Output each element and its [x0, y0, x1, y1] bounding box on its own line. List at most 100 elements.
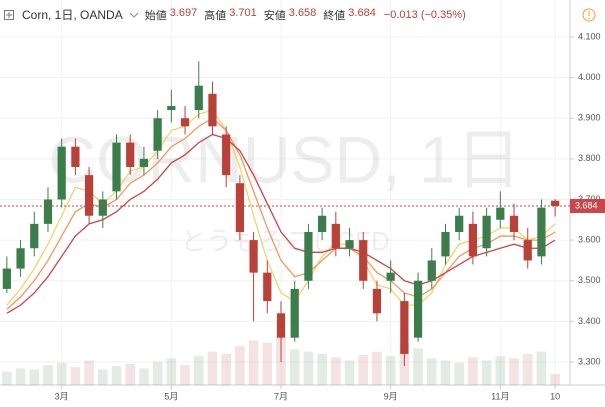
volume-bar	[344, 360, 355, 385]
volume-bar	[317, 353, 327, 385]
candle-body	[400, 301, 409, 354]
volume-bar	[152, 361, 163, 385]
candle-body	[496, 207, 505, 220]
volume-bar	[2, 371, 12, 385]
candle-body	[112, 142, 121, 192]
volume-bar	[358, 355, 369, 385]
candle-body	[331, 223, 340, 249]
volume-bar	[385, 356, 396, 385]
x-tick-label: 3月	[55, 391, 69, 401]
volume-bar	[372, 351, 382, 385]
candle-body	[482, 215, 491, 249]
candle-body	[537, 207, 546, 257]
candle-body	[427, 260, 436, 281]
volume-bar	[15, 368, 26, 385]
volume-bar	[139, 368, 149, 385]
ma-line	[6, 117, 556, 310]
dropdown-icon[interactable]	[127, 10, 141, 20]
volume-bar	[522, 353, 533, 385]
candle-body	[208, 93, 217, 127]
volume-bar	[166, 358, 177, 385]
candle-body	[167, 106, 176, 111]
candle-body	[523, 240, 532, 261]
stat-label: 安値	[263, 9, 286, 22]
candle-body	[126, 142, 135, 167]
candle-body	[345, 240, 354, 249]
candle-body	[2, 268, 11, 289]
y-tick-label: 4.100	[578, 31, 601, 41]
candle-body	[509, 215, 519, 232]
volume-bar	[509, 358, 519, 385]
symbol[interactable]: Corn, 1日, OANDA	[22, 8, 123, 22]
volume-bar	[180, 365, 190, 385]
volume-bar	[454, 362, 464, 385]
volume-bar	[413, 348, 423, 385]
volume-bar	[426, 358, 437, 385]
stat-value: 3.658	[288, 6, 317, 19]
volume-bar	[207, 351, 218, 385]
x-tick-label: 7月	[274, 391, 288, 401]
candle-body	[57, 146, 66, 200]
legend-header: Corn, 1日, OANDA 始値 3.697 高値 3.701 安値 3.658 終値 3…	[4, 6, 470, 23]
candle-body	[304, 231, 313, 281]
candle-body	[43, 199, 53, 224]
volume-bar	[70, 367, 81, 385]
collapse-icon[interactable]	[4, 9, 14, 20]
candle-body	[249, 240, 258, 273]
volume-bar	[125, 363, 136, 385]
volume-bar	[84, 360, 94, 385]
candle-body	[276, 313, 286, 338]
candle-body	[318, 215, 327, 232]
volume-bar	[43, 365, 53, 385]
volume-bar	[303, 351, 314, 385]
candle-body	[413, 280, 423, 338]
candle-body	[372, 288, 382, 314]
candle-body	[16, 248, 25, 269]
ohlc-stats: 始値 3.697 高値 3.701 安値 3.658 終値 3.684	[145, 7, 380, 23]
y-tick-label: 3.800	[578, 153, 601, 163]
candle-body	[263, 272, 272, 302]
y-tick-label: 3.400	[578, 316, 601, 326]
volume-bar	[221, 353, 231, 385]
stat-value: 3.697	[169, 6, 198, 19]
alert-icon[interactable]	[582, 8, 596, 22]
last-price-tag	[570, 198, 605, 213]
x-tick-label: 10	[550, 391, 560, 401]
volume-bar	[468, 357, 478, 385]
candle-body	[153, 118, 162, 151]
volume-bar	[248, 340, 259, 385]
x-tick-label: 11月	[491, 391, 509, 401]
candle-body	[84, 175, 94, 216]
candle-body	[468, 223, 478, 257]
candle-body	[386, 272, 395, 281]
stat-label: 終値	[323, 9, 346, 22]
volume-bar	[98, 369, 108, 385]
candle-body	[30, 223, 39, 249]
x-tick-label: 5月	[164, 391, 178, 401]
stat-value: 3.701	[229, 6, 257, 19]
volume-bar	[331, 357, 341, 385]
candle-body	[290, 288, 299, 338]
candle-body	[139, 158, 149, 167]
volume-bar	[440, 360, 451, 385]
candle-body	[455, 215, 464, 232]
y-tick-label: 3.600	[578, 235, 601, 245]
ma-line	[6, 133, 556, 314]
candle-body	[222, 134, 231, 176]
volume-bar	[550, 373, 560, 385]
volume-bar	[235, 346, 245, 385]
y-tick-label: 3.900	[578, 113, 601, 123]
ma-line	[6, 109, 556, 306]
candle-body	[235, 183, 244, 232]
candle-body	[71, 146, 80, 167]
candle-body	[194, 85, 203, 111]
volume-bar	[495, 356, 506, 385]
volume-bar	[289, 349, 300, 385]
stat-value: 3.684	[348, 6, 376, 19]
candle-body	[180, 118, 190, 127]
change: −0.013 (−0.35%)	[383, 8, 466, 21]
x-tick-label: 9月	[384, 391, 398, 401]
volume-bar	[56, 362, 67, 385]
